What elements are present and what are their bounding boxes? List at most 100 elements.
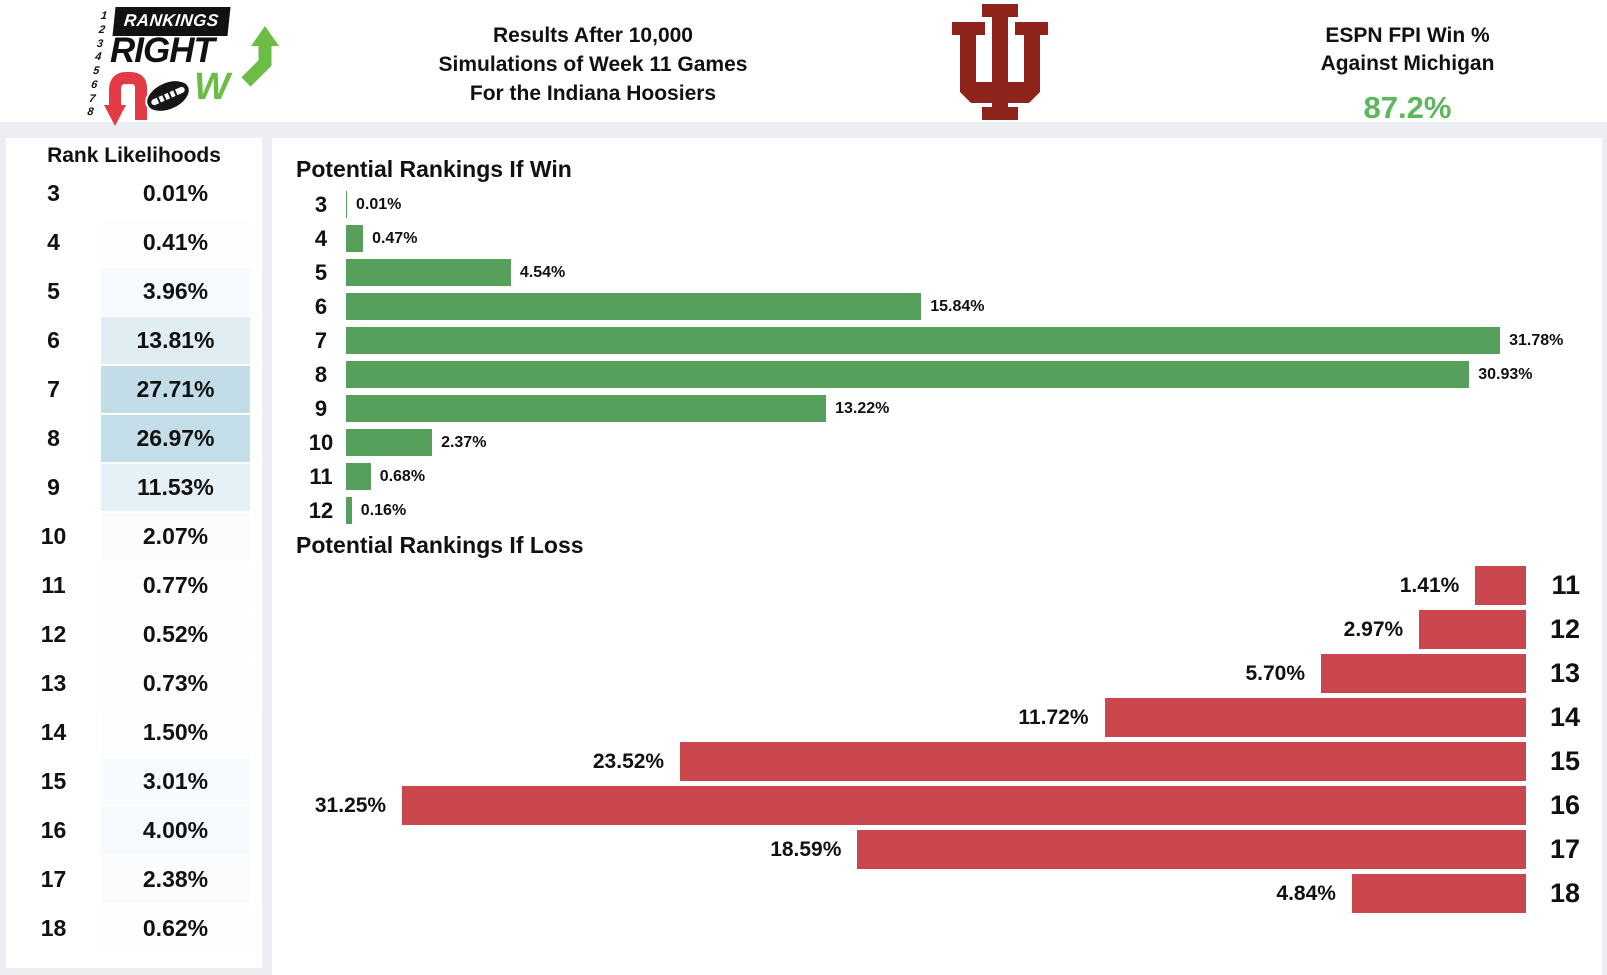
loss-bar-row: 2.97% 12: [296, 610, 1588, 649]
win-rank-label: 6: [314, 293, 328, 319]
likelihood-cell: 2.07%: [101, 513, 250, 560]
loss-bar-row: 31.25% 16: [296, 786, 1588, 825]
win-bar-row: 9 13.22%: [296, 395, 1588, 422]
loss-bar-row: 18.59% 17: [296, 830, 1588, 869]
win-bar-track: 13.22%: [346, 395, 1588, 422]
loss-rank-label: 15: [1549, 746, 1580, 776]
logo-now-word: W: [104, 68, 230, 126]
win-bar: [346, 361, 1470, 388]
loss-bar-track: 23.52%: [296, 742, 1526, 781]
loss-value-label: 11.72%: [1018, 705, 1089, 729]
loss-rank-label: 14: [1549, 702, 1580, 732]
loss-value-label: 1.41%: [1399, 573, 1460, 597]
win-bar: [346, 463, 371, 490]
loss-rank-label: 16: [1549, 790, 1580, 820]
win-bar: [346, 191, 347, 218]
rank-likelihood-row: 11 0.77%: [6, 562, 262, 609]
win-rank-label: 11: [309, 463, 333, 489]
rank-likelihood-row: 15 3.01%: [6, 758, 262, 805]
win-rank-label: 8: [314, 361, 328, 387]
win-bar-row: 5 4.54%: [296, 259, 1588, 286]
win-bar-row: 10 2.37%: [296, 429, 1588, 456]
loss-rank-label: 13: [1549, 658, 1580, 688]
win-bar-row: 7 31.78%: [296, 327, 1588, 354]
win-bar-row: 4 0.47%: [296, 225, 1588, 252]
loss-bar: [680, 742, 1526, 781]
win-bar-track: 0.68%: [346, 463, 1588, 490]
loss-bar: [857, 830, 1526, 869]
rank-likelihood-row: 12 0.52%: [6, 611, 262, 658]
rank-cell: 10: [40, 523, 67, 549]
loss-rank-label: 12: [1549, 614, 1580, 644]
title-line-2: Simulations of Week 11 Games: [438, 52, 748, 76]
rank-likelihood-row: 9 11.53%: [6, 464, 262, 511]
title-line-1: Results After 10,000: [493, 24, 693, 47]
rank-likelihoods-title: Rank Likelihoods: [47, 144, 221, 167]
logo-w-letter: W: [194, 66, 230, 108]
loss-bar-row: 4.84% 18: [296, 874, 1588, 913]
win-bar-track: 15.84%: [346, 293, 1588, 320]
loss-bar-track: 1.41%: [296, 566, 1526, 605]
rank-cell: 17: [40, 866, 67, 892]
page-title: Results After 10,000 Simulations of Week…: [400, 22, 786, 109]
win-bar: [346, 497, 352, 524]
loss-value-label: 4.84%: [1276, 881, 1336, 905]
rank-likelihood-row: 5 3.96%: [6, 268, 262, 315]
loss-bar: [1321, 654, 1526, 693]
rank-likelihood-row: 8 26.97%: [6, 415, 262, 462]
likelihood-cell: 0.62%: [101, 905, 250, 952]
football-icon: [145, 79, 191, 113]
rank-likelihood-row: 4 0.41%: [6, 219, 262, 266]
likelihood-cell: 0.73%: [101, 660, 250, 707]
loss-rank-label: 18: [1549, 878, 1580, 908]
loss-value-label: 23.52%: [592, 749, 665, 773]
win-rank-label: 7: [314, 327, 328, 353]
win-chart-title: Potential Rankings If Win: [296, 156, 572, 182]
rank-likelihood-row: 18 0.62%: [6, 905, 262, 952]
loss-bar: [1351, 874, 1526, 913]
likelihood-cell: 0.52%: [142, 621, 209, 647]
rank-cell: 11: [41, 572, 66, 598]
rank-likelihoods-table: 3 0.01% 4 0.41% 5 3.96% 6 13.81% 7 27.71% 8 26.97% 9…: [6, 170, 262, 952]
win-bar-track: 4.54%: [346, 259, 1588, 286]
win-rank-label: 3: [314, 191, 328, 217]
rank-cell: 14: [40, 719, 67, 745]
fpi-line-1: ESPN FPI Win %: [1325, 24, 1490, 47]
win-value-label: 0.01%: [356, 195, 402, 213]
loss-chart-title: Potential Rankings If Loss: [296, 532, 584, 558]
likelihood-cell: 26.97%: [101, 415, 250, 462]
rank-likelihood-row: 17 2.38%: [6, 856, 262, 903]
likelihood-cell: 3.01%: [101, 758, 250, 805]
likelihood-cell: 4.00%: [101, 807, 250, 854]
likelihood-cell: 3.96%: [101, 268, 250, 315]
win-bar: [346, 225, 364, 252]
rank-likelihood-row: 7 27.71%: [6, 366, 262, 413]
loss-rank-label: 11: [1551, 570, 1580, 600]
win-rank-label: 5: [314, 259, 328, 285]
loss-rank-label: 17: [1549, 834, 1580, 864]
loss-chart: 1.41% 11 2.97% 12 5.70% 13 11.72% 14 23.52% 15 31.…: [296, 566, 1588, 913]
loss-bar: [1104, 698, 1526, 737]
green-up-arrow-icon: [241, 26, 279, 87]
win-bar-row: 8 30.93%: [296, 361, 1588, 388]
win-bar-track: 0.16%: [346, 497, 1588, 524]
win-value-label: 0.47%: [372, 229, 418, 247]
win-value-label: 15.84%: [930, 297, 985, 315]
win-bar: [346, 395, 827, 422]
rank-cell: 5: [47, 278, 60, 304]
title-line-3: For the Indiana Hoosiers: [469, 81, 717, 105]
win-value-label: 13.22%: [835, 399, 890, 417]
rank-likelihoods-panel: Rank Likelihoods 3 0.01% 4 0.41% 5 3.96% 6 13.8…: [6, 138, 262, 968]
loss-bar-track: 11.72%: [296, 698, 1526, 737]
win-bar-track: 2.37%: [346, 429, 1588, 456]
rank-cell: 4: [47, 229, 60, 255]
rank-likelihood-row: 14 1.50%: [6, 709, 262, 756]
loss-value-label: 18.59%: [770, 837, 842, 861]
win-bar-track: 30.93%: [346, 361, 1588, 388]
loss-bar-track: 4.84%: [296, 874, 1526, 913]
win-value-label: 0.16%: [360, 501, 407, 519]
loss-bar-row: 5.70% 13: [296, 654, 1588, 693]
likelihood-cell: 13.81%: [101, 317, 250, 364]
